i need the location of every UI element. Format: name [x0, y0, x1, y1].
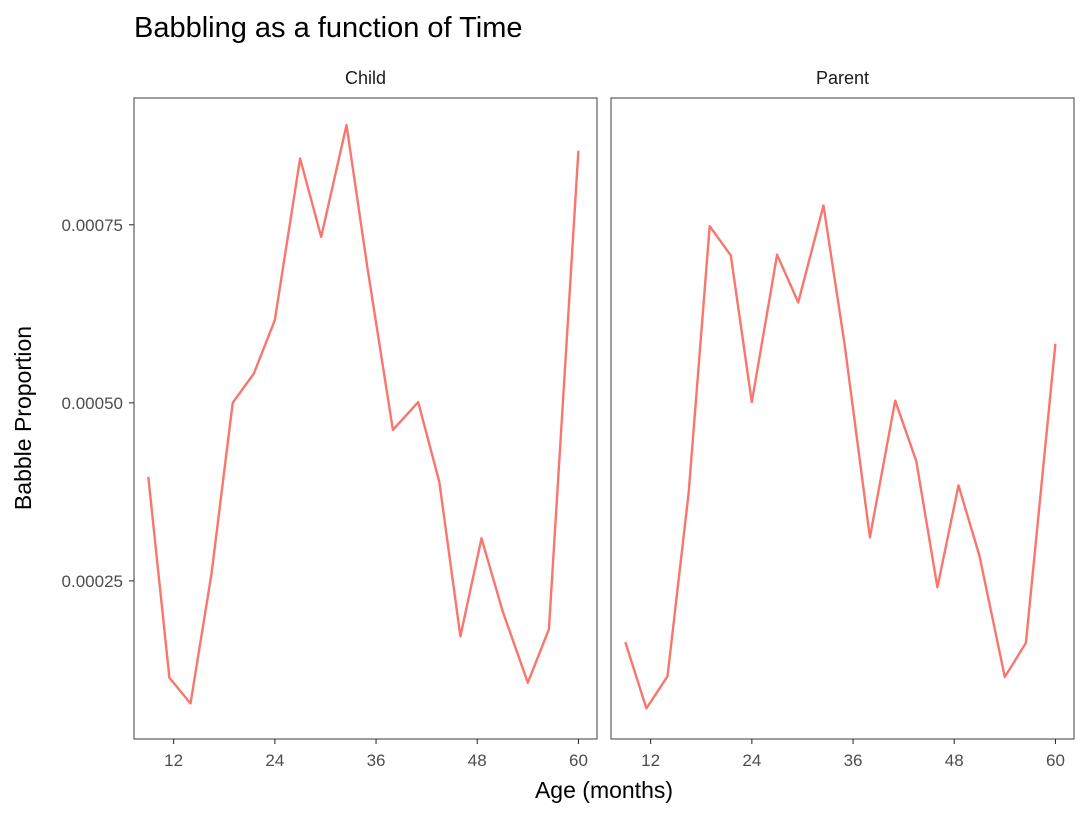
strip-label: Child [345, 68, 386, 88]
x-tick-label: 36 [844, 751, 863, 770]
x-tick-label: 36 [367, 751, 386, 770]
x-tick-label: 12 [641, 751, 660, 770]
chart-title: Babbling as a function of Time [134, 12, 523, 44]
x-tick-label: 48 [468, 751, 487, 770]
panel-child: Child 12 24 36 48 60 [133, 68, 598, 770]
y-axis-label: Babble Proportion [10, 326, 36, 510]
strip-label: Parent [816, 68, 869, 88]
y-tick-label: 0.00075 [62, 216, 123, 235]
series-line [624, 204, 1057, 710]
x-tick-label: 60 [1046, 751, 1065, 770]
x-tick-label: 24 [265, 751, 284, 770]
y-tick-label: 0.00050 [62, 394, 123, 413]
panels: Child 12 24 36 48 60 Parent 12 24 36 48 60 [133, 68, 1075, 770]
y-axis: 0.00025 0.00050 0.00075 [62, 216, 134, 591]
panel-parent: Parent 12 24 36 48 60 [610, 68, 1075, 770]
x-axis-label: Age (months) [535, 777, 673, 803]
x-tick-label: 12 [164, 751, 183, 770]
panel-frame [133, 97, 598, 740]
x-tick-label: 48 [945, 751, 964, 770]
series-line [147, 123, 580, 705]
x-tick-label: 24 [742, 751, 761, 770]
y-tick-label: 0.00025 [62, 572, 123, 591]
panel-frame [610, 97, 1075, 740]
x-tick-label: 60 [569, 751, 588, 770]
